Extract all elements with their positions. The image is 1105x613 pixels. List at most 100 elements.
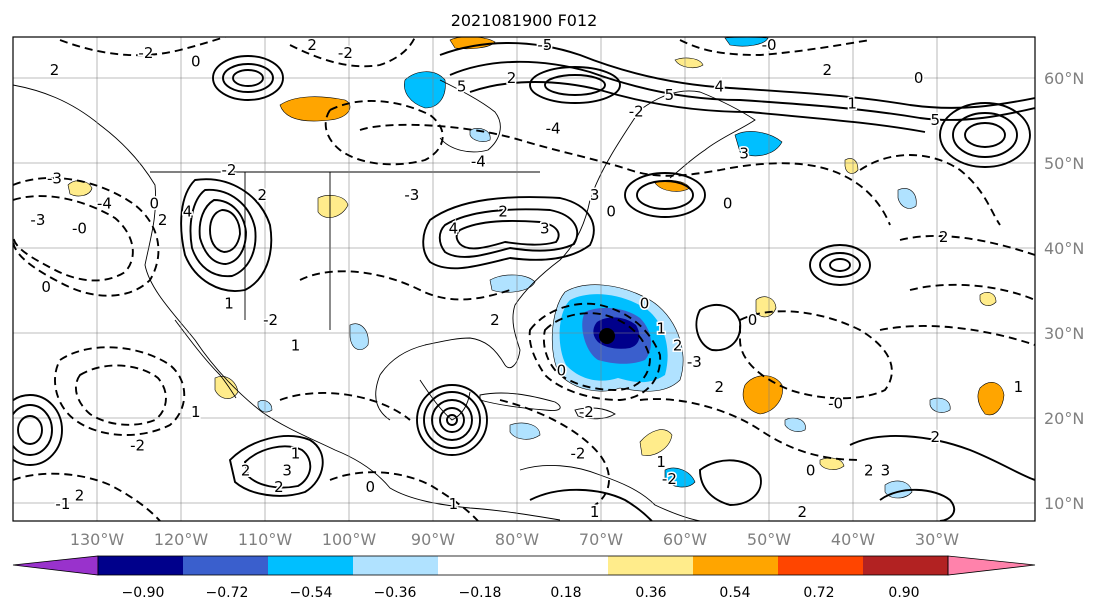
contour-label: 2 [864, 461, 874, 479]
solid-contours [13, 42, 1035, 521]
coast-alaska-canada-west [13, 84, 561, 521]
contour-label: 4 [449, 219, 459, 237]
contour-south-edge-2 [699, 459, 762, 506]
contour-label: 1 [291, 336, 301, 354]
contour-west-coast-2 [189, 189, 257, 278]
contour-label: 4 [715, 78, 725, 96]
shade-yellow-1 [67, 180, 93, 197]
contour-label: 2 [50, 61, 60, 79]
contour-label: 2 [931, 428, 941, 446]
contour-label: 4 [183, 203, 193, 221]
coast-us-east [375, 109, 641, 421]
contour-label: -3 [404, 186, 419, 204]
contour-dashed-9 [54, 346, 186, 436]
contour-label: 2 [274, 478, 284, 496]
contour-dashed-10 [75, 364, 167, 426]
colorbar-segment-4 [353, 556, 438, 575]
contour-west-edge-1 [13, 394, 63, 466]
contour-label: 2 [307, 36, 317, 54]
lon-label-70: 70°W [579, 530, 623, 549]
lon-label-40: 40°W [831, 530, 875, 549]
contour-dashed-17 [859, 154, 1001, 226]
shade-orange-2 [742, 375, 783, 415]
lat-label-50: 50°N [1044, 154, 1084, 173]
contour-label: 0 [41, 278, 51, 296]
colorbar-segment-5 [438, 556, 608, 575]
shade-lightblue-6 [469, 128, 491, 142]
contour-label: 0 [557, 361, 567, 379]
lat-label-60: 60°N [1044, 69, 1084, 88]
contour-pacific-south-2 [243, 445, 312, 489]
shade-lightblue-1 [489, 274, 536, 293]
contour-label: 1 [1014, 378, 1024, 396]
contour-dashed-5 [299, 270, 511, 301]
contour-label: 3 [590, 186, 600, 204]
contour-label: 2 [490, 311, 500, 329]
lat-label-20: 20°N [1044, 409, 1084, 428]
contour-dashed-21 [59, 37, 226, 57]
colorbar-segment-6 [608, 556, 693, 575]
contour-dashed-7 [542, 312, 651, 391]
colorbar-label-9: 0.72 [803, 585, 834, 601]
contour-dashed-8 [739, 310, 893, 400]
contour-dashed-13 [639, 398, 861, 461]
contour-label: 2 [939, 228, 949, 246]
contour-nw-high-1 [212, 55, 284, 101]
colorbar-label-10: 0.90 [888, 585, 919, 601]
contour-west-edge-3 [17, 415, 43, 445]
contour-label: 0 [806, 461, 816, 479]
contour-label: 5 [665, 86, 675, 104]
colorbar-label-6: 0.18 [550, 585, 581, 601]
contour-pacific-south-1 [228, 435, 324, 497]
lon-label-100: 100°W [322, 530, 377, 549]
colorbar-label-8: 0.54 [719, 585, 750, 601]
contour-ne-low-1 [624, 172, 706, 218]
colorbar: −0.90 −0.72 −0.54 −0.36 −0.18 0.18 0.36 … [12, 555, 1036, 601]
contour-label: 1 [449, 495, 459, 513]
contour-nw-high-3 [232, 69, 264, 87]
colorbar-label-7: 0.36 [635, 585, 666, 601]
contour-label: 1 [656, 320, 666, 338]
contour-greatlakes-2 [438, 208, 579, 258]
gridlines [13, 37, 1035, 521]
shade-cyan-2 [734, 131, 783, 157]
colorbar-extend-high [947, 555, 1036, 576]
contour-label: -0 [762, 36, 777, 54]
contour-label: 5 [931, 111, 941, 129]
contour-label: -3 [30, 211, 45, 229]
contour-low-north-1 [529, 66, 621, 104]
storm-center-marker [599, 328, 615, 344]
contour-northern-band-3 [469, 81, 926, 133]
contour-east-atlantic-2 [879, 488, 956, 521]
colorbar-segment-3 [268, 556, 353, 575]
contour-label: -2 [338, 44, 353, 62]
contour-dashed-3 [324, 100, 444, 166]
contour-label: -0 [828, 395, 843, 413]
colorbar-label-2: −0.72 [206, 585, 249, 601]
lat-label-30: 30°N [1044, 324, 1084, 343]
shade-cyan-1 [404, 71, 446, 109]
contour-dashed-16 [879, 325, 1035, 346]
colorbar-label-1: −0.90 [122, 585, 165, 601]
contour-label: 3 [881, 461, 891, 479]
colorbar-label-4: −0.36 [374, 585, 417, 601]
contour-northern-band-1 [439, 42, 1035, 109]
contour-west-coast-4 [209, 209, 241, 253]
contour-atlantic-low-2 [819, 252, 861, 278]
contour-label: 0 [191, 53, 201, 71]
lat-labels: 60°N 50°N 40°N 30°N 20°N 10°N [1044, 69, 1084, 513]
lon-label-80: 80°W [495, 530, 539, 549]
contour-label: 2 [498, 203, 508, 221]
colorbar-extend-low [12, 555, 99, 576]
shade-yellow-5 [639, 429, 673, 456]
contour-dashed-12 [499, 399, 610, 506]
coast-south-america [519, 464, 701, 521]
contour-nw-high-2 [222, 63, 274, 93]
contour-label: 0 [150, 194, 160, 212]
contour-label: 2 [158, 211, 168, 229]
contour-label: -0 [72, 219, 87, 237]
contour-dashed-19 [329, 471, 479, 521]
contour-west-edge-2 [13, 404, 53, 456]
